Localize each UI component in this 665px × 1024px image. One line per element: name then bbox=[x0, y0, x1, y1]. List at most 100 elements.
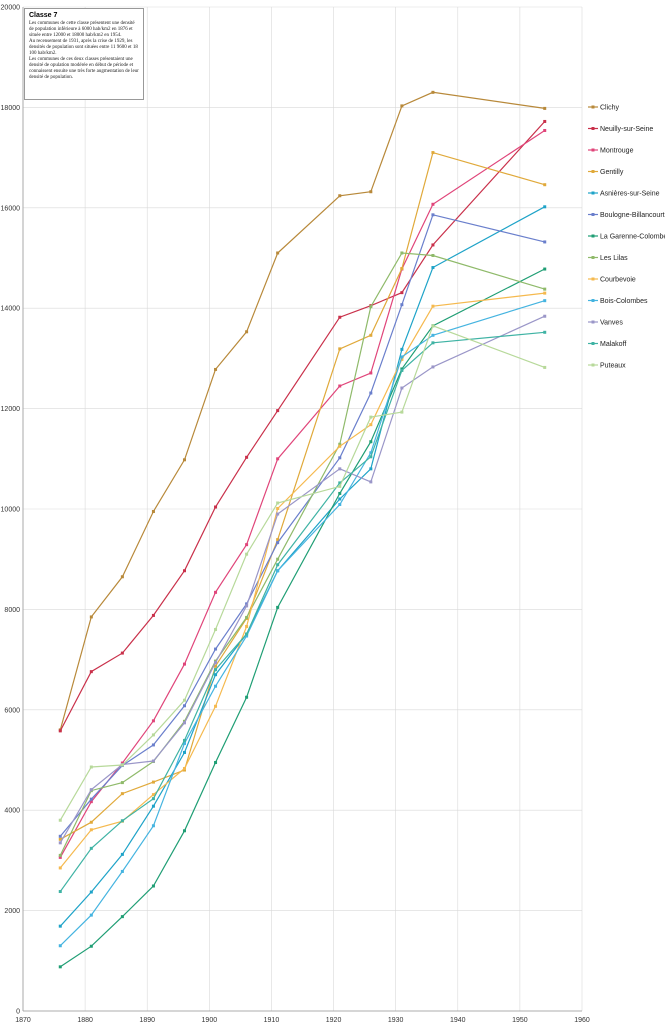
y-tick-label: 0 bbox=[16, 1009, 20, 1016]
y-tick-label: 2000 bbox=[4, 908, 20, 915]
series-line-puteaux bbox=[59, 325, 545, 821]
data-point-boulogne-billancourt bbox=[151, 743, 155, 747]
legend-label-courbevoie: Courbevoie bbox=[600, 277, 636, 284]
data-point-courbevoie bbox=[89, 828, 93, 832]
series-line-courbevoie bbox=[59, 292, 545, 869]
data-point-les-lilas bbox=[338, 442, 342, 446]
data-point-malakoff bbox=[400, 368, 404, 372]
data-point-gentilly bbox=[276, 538, 280, 542]
x-tick-label: 1880 bbox=[77, 1017, 93, 1024]
data-point-vanves bbox=[543, 314, 547, 318]
data-point-puteaux bbox=[338, 484, 342, 488]
data-point-gentilly bbox=[58, 837, 62, 841]
data-point-boulogne-billancourt bbox=[214, 647, 218, 651]
legend-label-les-lilas: Les Lilas bbox=[600, 255, 628, 262]
legend-label-la-garenne-colombes: La Garenne-Colombes bbox=[600, 234, 665, 241]
legend-marker-asnieres-sur-seine bbox=[591, 191, 595, 195]
data-point-montrouge bbox=[543, 128, 547, 132]
data-point-asnieres-sur-seine bbox=[543, 205, 547, 209]
data-point-les-lilas bbox=[245, 615, 249, 619]
data-point-neuilly-sur-seine bbox=[89, 670, 93, 674]
data-point-bois-colombes bbox=[543, 299, 547, 303]
data-point-asnieres-sur-seine bbox=[214, 673, 218, 677]
data-point-puteaux bbox=[58, 818, 62, 822]
data-point-vanves bbox=[338, 467, 342, 471]
data-point-neuilly-sur-seine bbox=[543, 119, 547, 123]
data-point-les-lilas bbox=[214, 659, 218, 663]
data-point-neuilly-sur-seine bbox=[58, 729, 62, 733]
data-point-la-garenne-colombes bbox=[245, 695, 249, 699]
data-point-neuilly-sur-seine bbox=[214, 505, 218, 509]
data-point-vanves bbox=[151, 759, 155, 763]
data-point-la-garenne-colombes bbox=[89, 944, 93, 948]
data-point-les-lilas bbox=[58, 853, 62, 857]
data-point-la-garenne-colombes bbox=[151, 884, 155, 888]
data-point-malakoff bbox=[245, 632, 249, 636]
data-point-puteaux bbox=[151, 733, 155, 737]
data-point-neuilly-sur-seine bbox=[400, 291, 404, 295]
data-point-courbevoie bbox=[182, 767, 186, 771]
series-line-bois-colombes bbox=[59, 300, 545, 947]
data-point-vanves bbox=[182, 721, 186, 725]
data-point-montrouge bbox=[214, 590, 218, 594]
data-point-bois-colombes bbox=[182, 741, 186, 745]
data-point-asnieres-sur-seine bbox=[400, 347, 404, 351]
x-tick-label: 1940 bbox=[450, 1017, 466, 1024]
data-point-puteaux bbox=[369, 415, 373, 419]
data-point-clichy bbox=[151, 510, 155, 514]
data-point-bois-colombes bbox=[338, 502, 342, 506]
data-point-gentilly bbox=[431, 151, 435, 155]
data-point-neuilly-sur-seine bbox=[245, 455, 249, 459]
data-point-courbevoie bbox=[338, 444, 342, 448]
data-point-les-lilas bbox=[369, 305, 373, 309]
data-point-bois-colombes bbox=[214, 684, 218, 688]
data-point-courbevoie bbox=[276, 506, 280, 510]
data-point-gentilly bbox=[89, 820, 93, 824]
data-point-montrouge bbox=[338, 384, 342, 388]
data-point-clichy bbox=[182, 458, 186, 462]
data-point-vanves bbox=[89, 788, 93, 792]
data-point-boulogne-billancourt bbox=[338, 456, 342, 460]
series-line-vanves bbox=[59, 315, 545, 844]
data-point-bois-colombes bbox=[369, 451, 373, 455]
data-point-courbevoie bbox=[543, 291, 547, 295]
data-point-vanves bbox=[214, 661, 218, 665]
legend-marker-la-garenne-colombes bbox=[591, 234, 595, 238]
legend-label-gentilly: Gentilly bbox=[600, 169, 624, 176]
x-tick-label: 1920 bbox=[326, 1017, 342, 1024]
legend-label-boulogne-billancourt: Boulogne-Billancourt bbox=[600, 212, 665, 219]
y-tick-label: 18000 bbox=[1, 105, 21, 112]
data-point-la-garenne-colombes bbox=[369, 440, 373, 444]
data-point-asnieres-sur-seine bbox=[120, 852, 124, 856]
annotation-title: Classe 7 bbox=[29, 12, 58, 19]
data-point-malakoff bbox=[276, 563, 280, 567]
data-point-les-lilas bbox=[182, 719, 186, 723]
data-point-malakoff bbox=[58, 890, 62, 894]
data-point-neuilly-sur-seine bbox=[276, 409, 280, 413]
legend-label-neuilly-sur-seine: Neuilly-sur-Seine bbox=[600, 126, 653, 133]
data-point-malakoff bbox=[338, 481, 342, 485]
data-point-clichy bbox=[245, 330, 249, 334]
legend-marker-malakoff bbox=[591, 342, 595, 345]
data-point-boulogne-billancourt bbox=[400, 303, 404, 307]
data-point-puteaux bbox=[89, 765, 93, 769]
y-tick-label: 8000 bbox=[4, 607, 20, 614]
data-point-gentilly bbox=[543, 183, 547, 187]
data-point-neuilly-sur-seine bbox=[338, 315, 342, 319]
data-point-montrouge bbox=[151, 719, 155, 723]
data-point-vanves bbox=[276, 512, 280, 516]
legend-marker-montrouge bbox=[591, 148, 595, 152]
data-point-puteaux bbox=[214, 627, 218, 631]
data-point-courbevoie bbox=[245, 624, 249, 628]
data-point-les-lilas bbox=[431, 253, 435, 257]
legend-label-puteaux: Puteaux bbox=[600, 363, 626, 370]
data-point-courbevoie bbox=[58, 866, 62, 870]
data-point-bois-colombes bbox=[120, 869, 124, 873]
annotation-box: Classe 7 Les communes de cette classe pr… bbox=[24, 8, 144, 100]
data-point-bois-colombes bbox=[89, 913, 93, 917]
legend-marker-puteaux bbox=[591, 363, 595, 367]
data-point-clichy bbox=[400, 104, 404, 108]
legend-label-montrouge: Montrouge bbox=[600, 148, 634, 155]
data-point-asnieres-sur-seine bbox=[151, 804, 155, 808]
